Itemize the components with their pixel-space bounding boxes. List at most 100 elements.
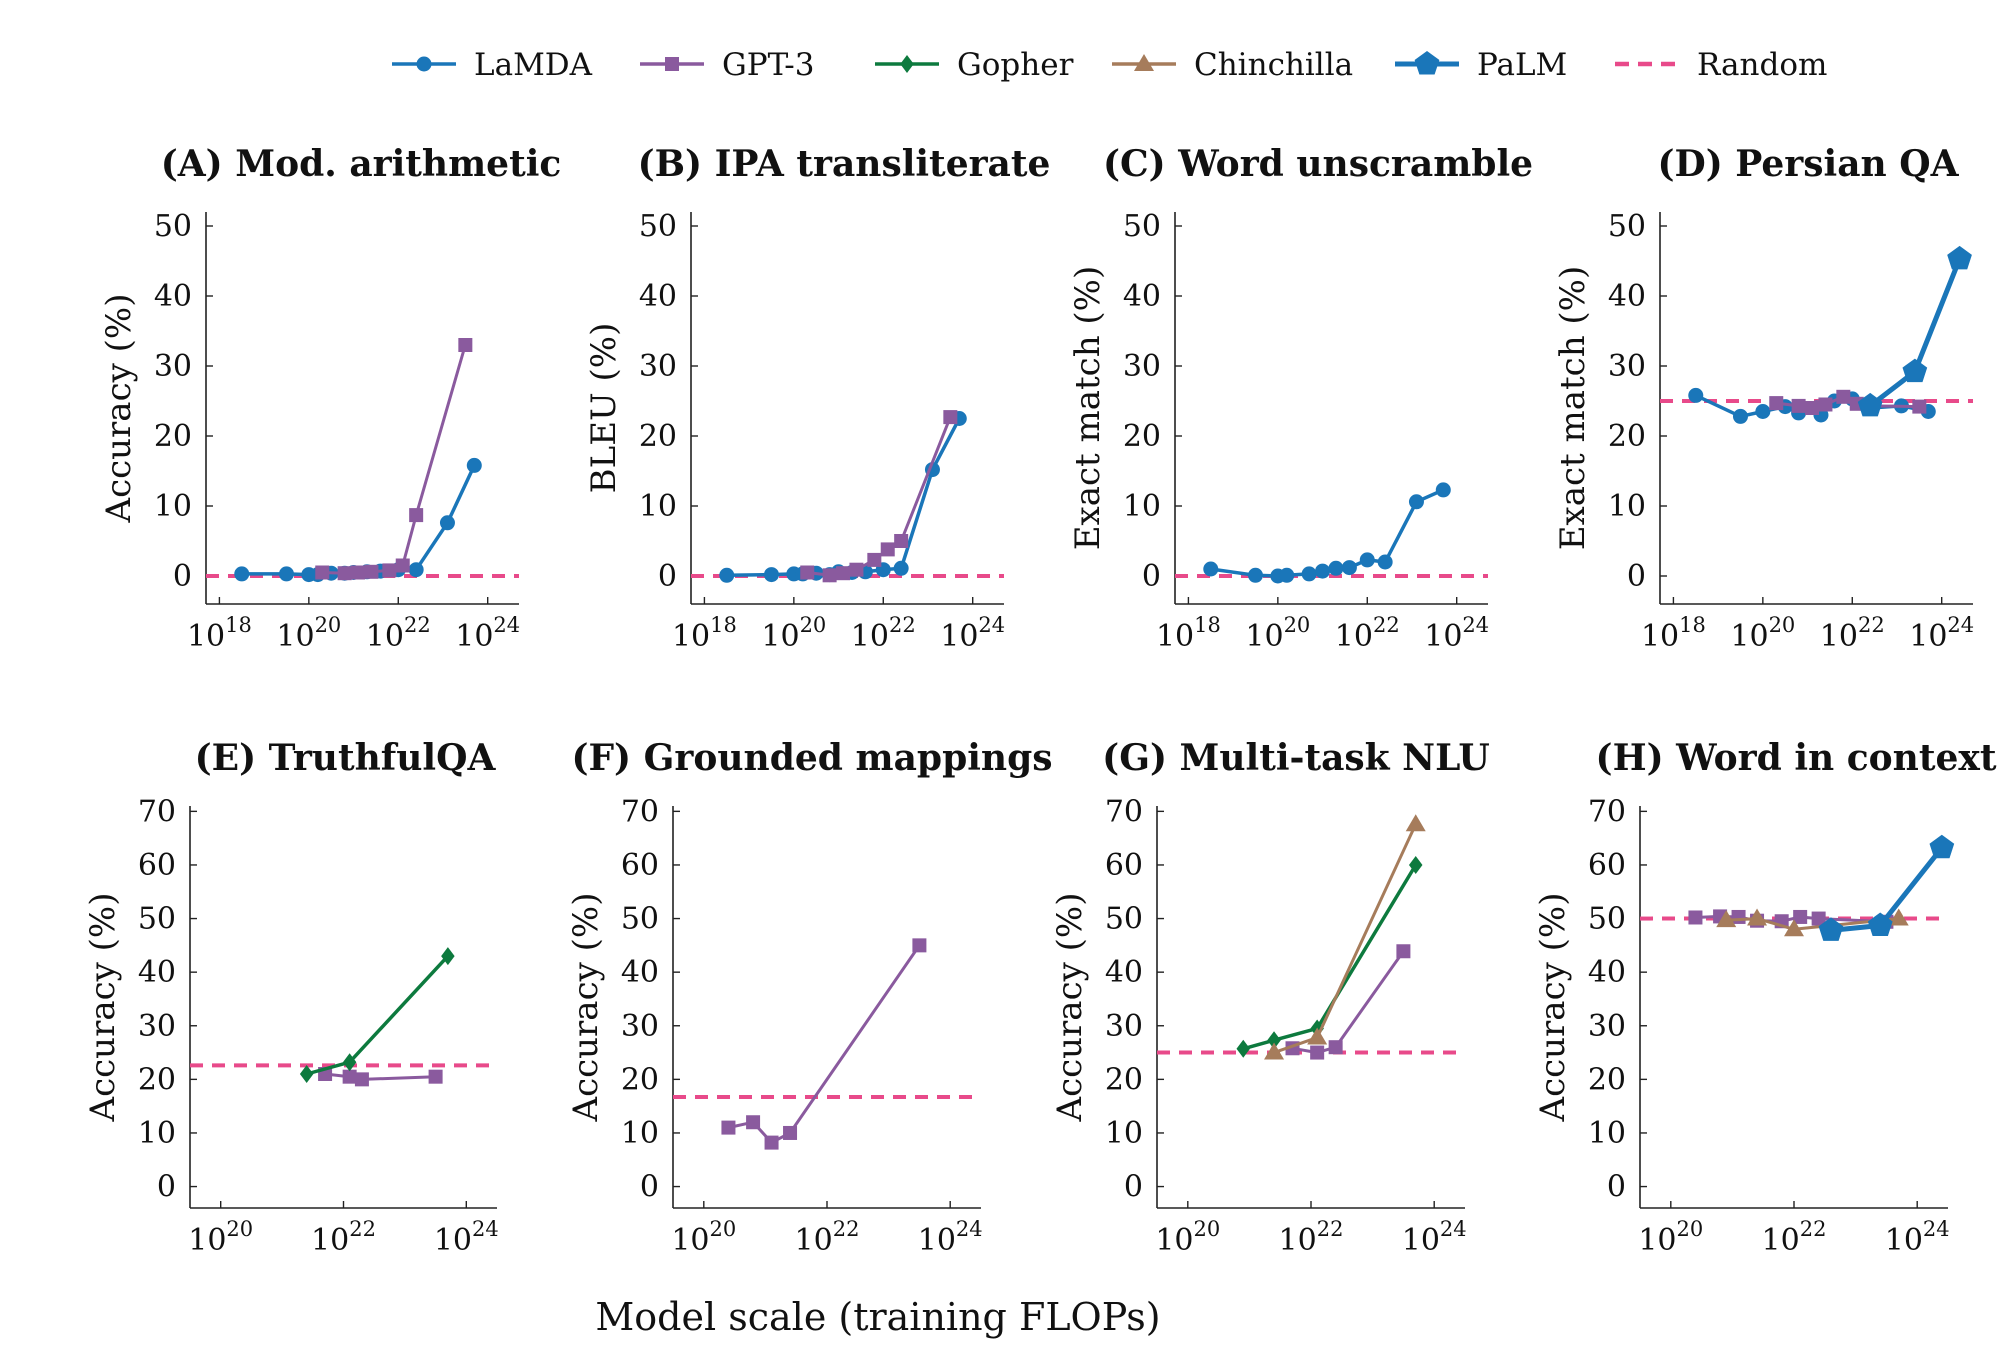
lamda-point	[1247, 567, 1263, 583]
y-tick-label: 10	[639, 489, 677, 524]
palm-point	[1947, 245, 1972, 270]
y-tick-label: 0	[173, 559, 192, 594]
y-axis-label: Exact match (%)	[1553, 266, 1593, 551]
lamda-point	[234, 566, 250, 582]
y-tick-label: 20	[1588, 1062, 1626, 1097]
y-tick-label: 20	[1123, 419, 1161, 454]
y-tick-label: 50	[154, 209, 192, 244]
x-tick-label: 1020	[1730, 613, 1795, 654]
gopher-point	[299, 1065, 314, 1083]
gopher-point	[441, 947, 455, 966]
y-tick-label: 0	[1607, 1170, 1626, 1205]
panel-title: (D) Persian QA	[1657, 143, 1959, 185]
lamda-point	[719, 567, 735, 583]
lamda-point	[1328, 560, 1344, 576]
legend-chinchilla-point	[1134, 54, 1154, 71]
palm-point	[1929, 834, 1955, 859]
chinchilla-point	[1784, 919, 1804, 937]
y-tick-label: 10	[1608, 489, 1646, 524]
legend-label-palm: PaLM	[1477, 47, 1567, 83]
y-tick-label: 50	[621, 902, 659, 937]
series-chinchilla	[1264, 814, 1426, 1060]
gpt-3-point	[1328, 1040, 1343, 1055]
y-axis-label: Accuracy (%)	[83, 893, 123, 1123]
y-tick-label: 0	[157, 1170, 176, 1205]
panel-title: (H) Word in context	[1596, 737, 1997, 779]
y-tick-label: 20	[154, 419, 192, 454]
gpt-3-point	[1769, 396, 1784, 411]
lamda-point	[1359, 552, 1375, 568]
legend-label-chinchilla: Chinchilla	[1194, 47, 1353, 83]
y-axis-label: BLEU (%)	[584, 323, 624, 494]
gpt-3-point	[912, 938, 927, 953]
chinchilla-point	[1307, 1027, 1328, 1045]
legend-label-lamda: LaMDA	[474, 47, 593, 83]
series-gpt-3	[318, 1067, 443, 1087]
panel-title: (A) Mod. arithmetic	[161, 143, 562, 185]
x-tick-label: 1024	[940, 613, 1005, 654]
gpt-3-point	[1310, 1045, 1325, 1060]
gpt-3-point	[721, 1120, 736, 1135]
lamda-point	[278, 566, 294, 582]
chinchilla-point	[1888, 908, 1909, 926]
lamda-point	[1279, 567, 1295, 583]
legend-palm-point	[1414, 51, 1440, 75]
x-tick-label: 1024	[434, 1217, 499, 1258]
gpt-3-point	[354, 1072, 369, 1087]
x-tick-label: 1024	[1424, 613, 1489, 654]
x-tick-label: 1024	[455, 613, 520, 654]
lamda-point	[1341, 560, 1357, 576]
legend-label-gpt-3: GPT-3	[722, 47, 815, 83]
y-axis-label: Exact match (%)	[1068, 266, 1108, 551]
y-tick-label: 30	[639, 349, 677, 384]
gpt-3-point	[867, 552, 882, 567]
series-gopher	[299, 947, 455, 1083]
series-lamda	[1203, 482, 1451, 584]
x-tick-label: 1022	[1820, 613, 1885, 654]
panel-title: (F) Grounded mappings	[571, 737, 1052, 779]
y-tick-label: 10	[138, 1116, 176, 1151]
gopher-point	[1267, 1031, 1281, 1050]
x-tick-label: 1024	[1402, 1217, 1467, 1258]
gpt-3-point	[836, 566, 851, 581]
y-tick-label: 0	[658, 559, 677, 594]
x-tick-label: 1020	[671, 1217, 736, 1258]
y-tick-label: 30	[1588, 1009, 1626, 1044]
gpt-3-point	[1912, 399, 1927, 414]
y-tick-label: 70	[621, 794, 659, 829]
y-tick-label: 0	[1627, 559, 1646, 594]
gpt-3-line	[322, 344, 467, 575]
y-tick-label: 10	[1123, 489, 1161, 524]
gpt-3-point	[315, 565, 330, 580]
legend: LaMDA GPT-3 Gopher Chinchilla PaLM Random	[392, 47, 1827, 83]
legend-item-gpt-3: GPT-3	[640, 47, 815, 83]
panel-title: (C) Word unscramble	[1103, 143, 1533, 185]
lamda-line	[241, 464, 476, 577]
legend-lamda-point	[416, 56, 432, 72]
y-tick-label: 20	[1105, 1062, 1143, 1097]
y-tick-label: 10	[154, 489, 192, 524]
y-tick-label: 50	[1123, 209, 1161, 244]
palm-point	[1857, 392, 1883, 417]
y-tick-label: 50	[138, 902, 176, 937]
y-tick-label: 40	[639, 279, 677, 314]
gopher-point	[1236, 1039, 1250, 1058]
gpt-3-point	[894, 534, 909, 548]
lamda-point	[1435, 482, 1451, 498]
y-tick-label: 30	[621, 1009, 659, 1044]
y-tick-label: 70	[1105, 794, 1143, 829]
x-tick-label: 1022	[1279, 1217, 1344, 1258]
gpt-3-point	[395, 558, 410, 573]
gpt-3-point	[409, 508, 424, 523]
gpt-3-point	[1688, 910, 1703, 925]
legend-label-random: Random	[1697, 47, 1827, 83]
lamda-point	[408, 562, 424, 578]
x-tick-label: 1022	[851, 613, 916, 654]
gopher-line	[1242, 864, 1418, 1051]
gpt-3-point	[800, 565, 815, 580]
y-tick-label: 40	[1123, 279, 1161, 314]
legend-label-gopher: Gopher	[957, 47, 1074, 83]
y-tick-label: 60	[621, 848, 659, 883]
